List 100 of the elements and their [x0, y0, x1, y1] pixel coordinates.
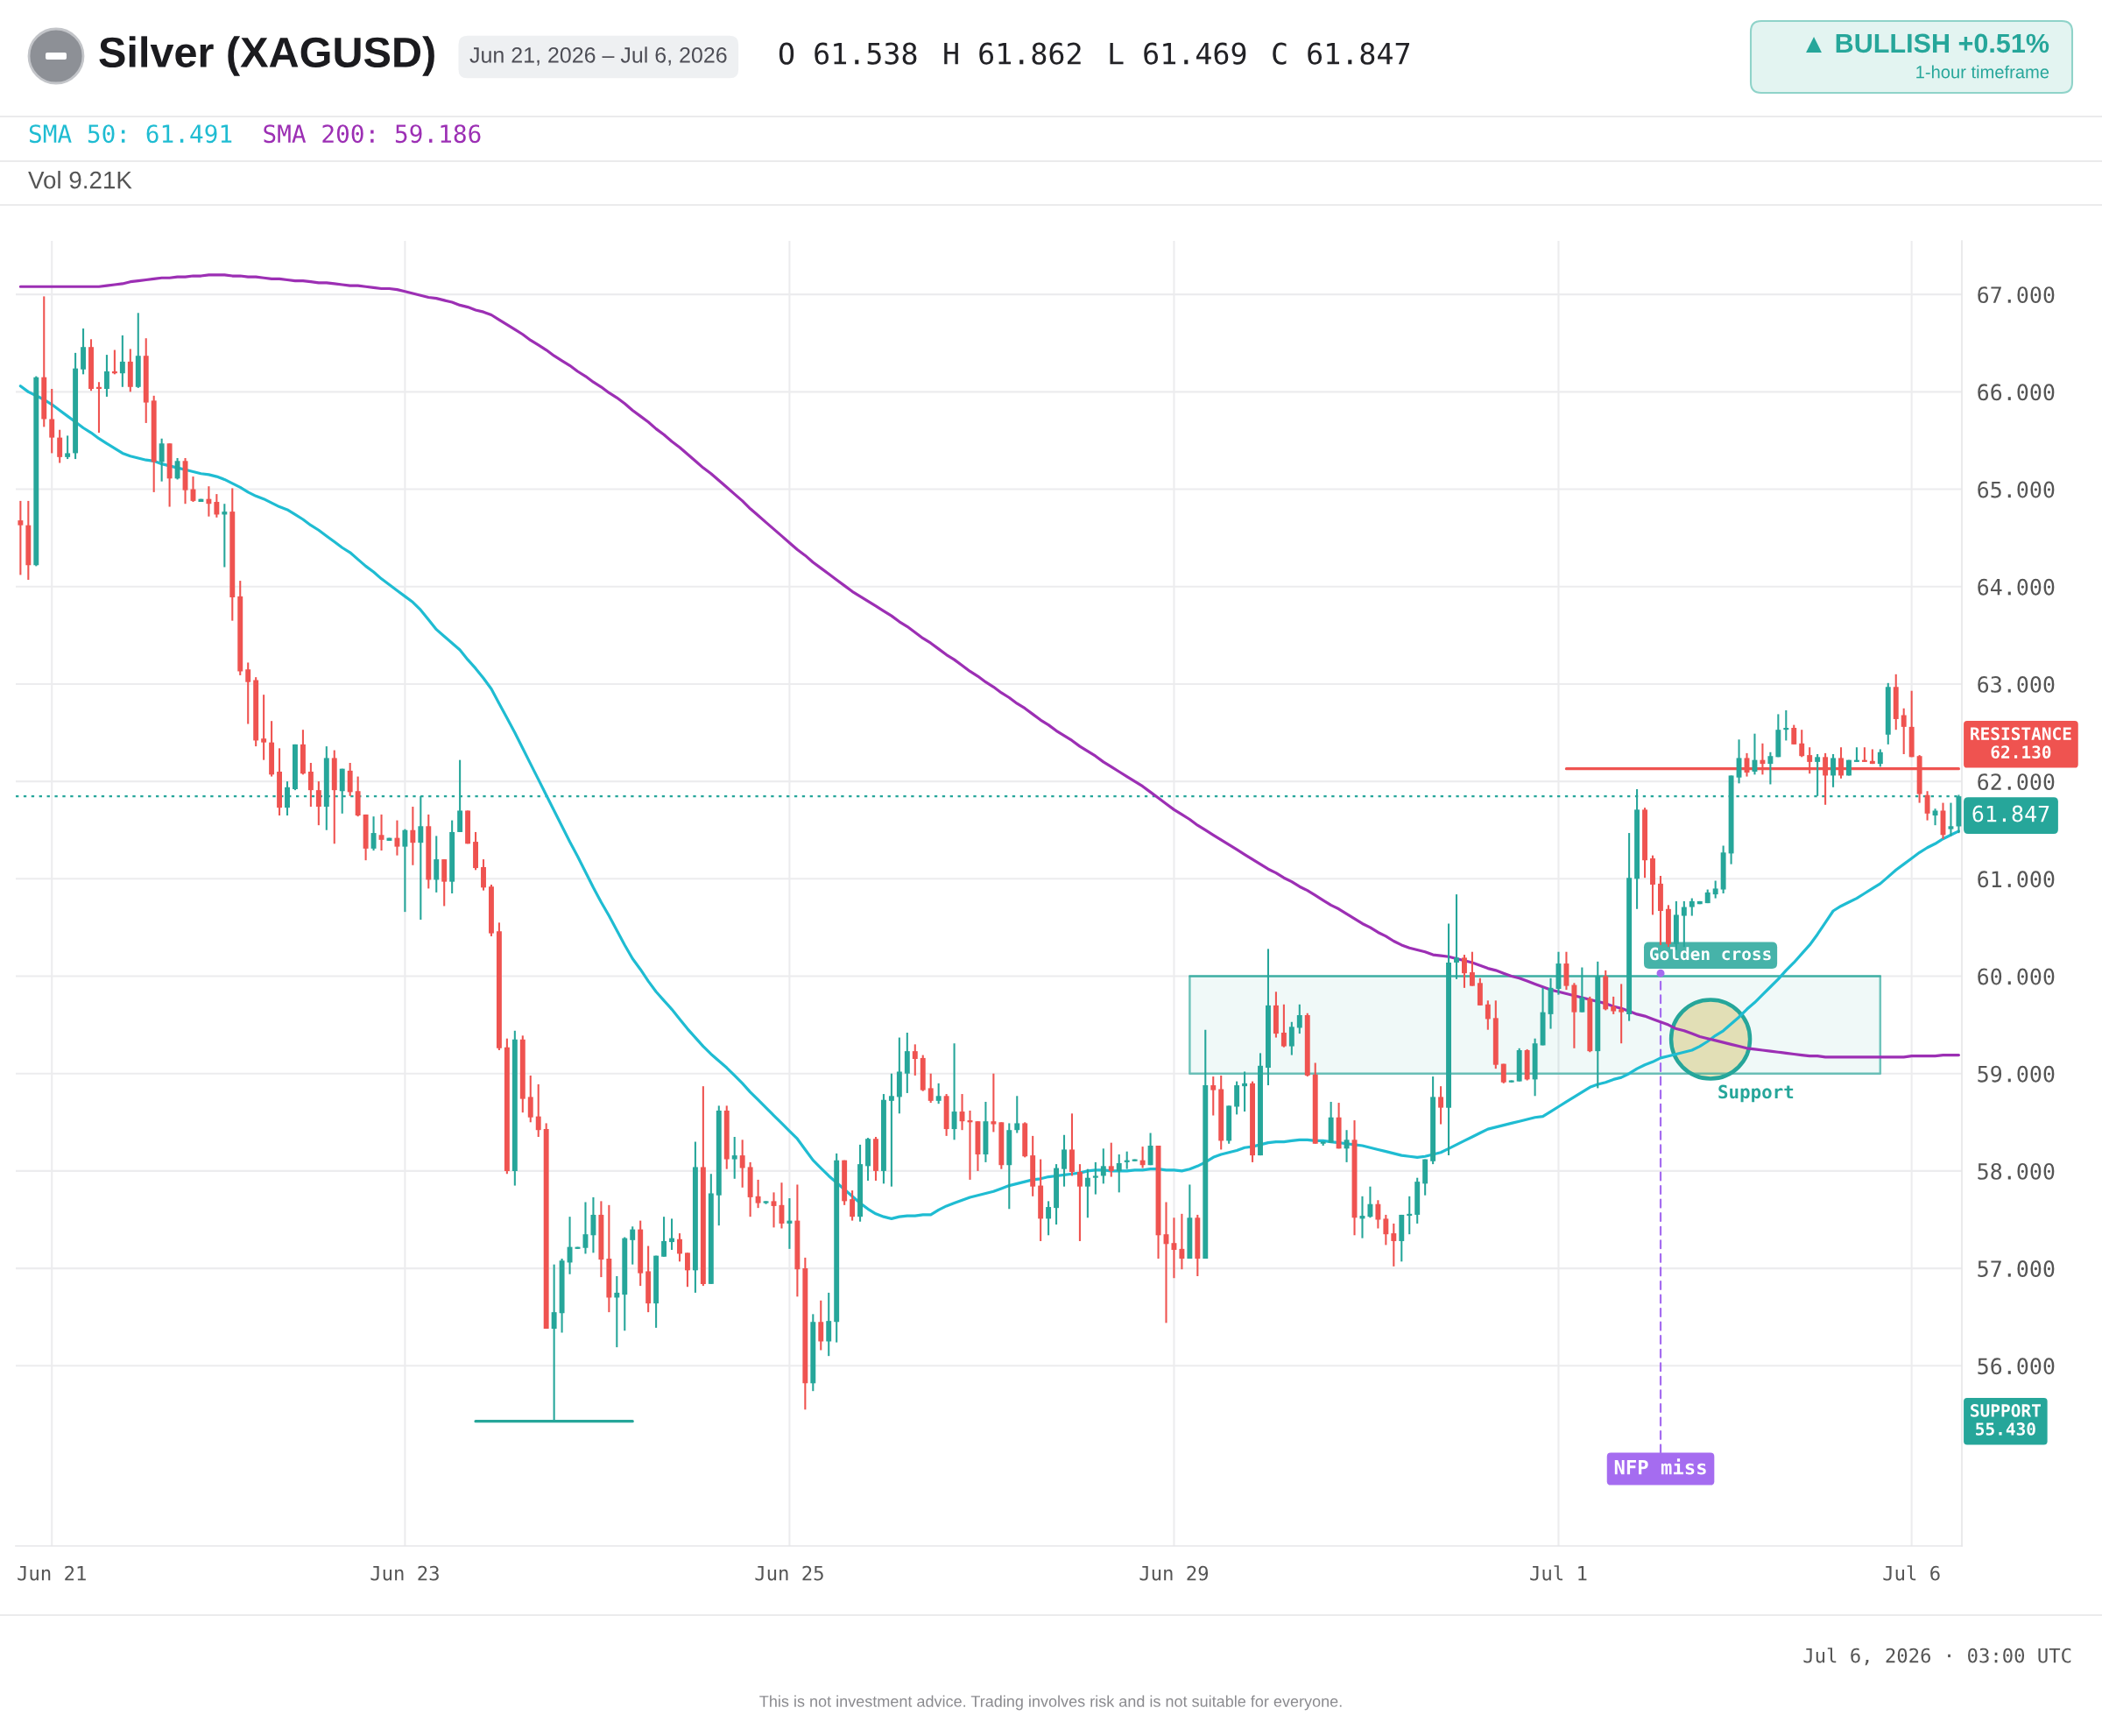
candlestick: [1485, 999, 1491, 1031]
y-tick-label: 59.000: [1978, 1065, 2055, 1083]
candlestick: [111, 349, 117, 376]
candlestick: [1469, 950, 1475, 987]
y-tick-label: 57.000: [1978, 1260, 2055, 1278]
candlestick: [434, 835, 440, 893]
candlestick: [222, 503, 228, 568]
candlestick: [826, 1291, 832, 1358]
line-series: [18, 385, 1961, 1220]
candlestick: [731, 1135, 737, 1180]
y-tick-label: 66.000: [1978, 384, 2055, 401]
candlestick: [1391, 1222, 1397, 1267]
text: H 61.862: [944, 42, 1081, 65]
candlestick: [1116, 1153, 1122, 1194]
text: O 61.538: [779, 42, 917, 65]
candlestick: [245, 661, 251, 725]
candlestick: [1830, 752, 1837, 788]
candlestick: [630, 1225, 636, 1266]
candlestick: [1901, 707, 1907, 756]
candlestick: [614, 1274, 620, 1349]
candlestick: [527, 1074, 533, 1124]
candlestick: [669, 1217, 674, 1252]
candlestick: [755, 1178, 761, 1210]
candlestick: [1100, 1147, 1106, 1185]
annotation: NFP miss: [1614, 1458, 1706, 1475]
candlestick: [410, 806, 416, 866]
candlestick: [1092, 1161, 1098, 1196]
candlestick: [103, 354, 109, 398]
text: SMA 50: 61.491: [29, 124, 232, 144]
ref-line-label: 61.847: [1972, 805, 2049, 822]
candlestick: [1014, 1095, 1020, 1134]
y-tick-label: 64.000: [1978, 578, 2055, 596]
candlestick: [394, 819, 400, 857]
candlestick: [1611, 995, 1617, 1015]
candlestick: [1736, 738, 1742, 785]
candlestick: [119, 334, 125, 388]
y-tick-label: 62.000: [1978, 773, 2055, 791]
candlestick: [661, 1216, 667, 1258]
y-tick-label: 56.000: [1978, 1358, 2055, 1375]
candlestick: [174, 456, 180, 481]
candlestick: [18, 499, 24, 576]
candlestick: [1210, 1076, 1217, 1117]
candlestick: [1783, 709, 1789, 742]
candlestick: [535, 1083, 541, 1139]
candlestick: [567, 1216, 573, 1275]
candlestick: [850, 1189, 856, 1222]
x-tick-label: Jun 23: [370, 1565, 439, 1581]
candlestick: [1076, 1163, 1083, 1242]
annotation: Golden cross: [1649, 947, 1771, 961]
candlestick: [65, 434, 71, 461]
candlestick: [1108, 1141, 1114, 1178]
candlestick: [1062, 1133, 1067, 1188]
candlestick: [1046, 1200, 1052, 1237]
text: ▲ BULLISH +0.51%: [1806, 33, 2049, 53]
candlestick: [1084, 1168, 1090, 1219]
text: L 61.469: [1110, 42, 1246, 65]
candlestick: [96, 381, 102, 434]
candlestick: [786, 1197, 793, 1250]
candlestick: [912, 1043, 918, 1076]
candlestick: [370, 815, 377, 852]
candlestick: [1344, 1129, 1350, 1163]
chart-title: Silver (XAGUSD): [99, 36, 434, 76]
text: Jul 6, 2026 · 03:00 UTC: [1803, 1648, 2071, 1666]
candlestick: [1932, 808, 1938, 827]
candlestick: [590, 1196, 596, 1254]
candlestick: [159, 437, 165, 483]
candlestick: [1171, 1217, 1177, 1280]
candlestick: [1579, 966, 1585, 1013]
candlestick: [1438, 1085, 1444, 1126]
x-tick-label: Jun 21: [18, 1565, 86, 1581]
candlestick: [1712, 879, 1718, 900]
candlestick: [739, 1139, 745, 1189]
text: Vol 9.21K: [28, 171, 132, 189]
candlestick: [1124, 1150, 1130, 1170]
candlestick: [1877, 748, 1883, 768]
y-tick-label: 65.000: [1978, 481, 2055, 498]
text: RESISTANCE 62.130: [1971, 727, 2071, 759]
candlestick: [1767, 751, 1774, 786]
candlestick: [1619, 983, 1625, 1045]
candlestick: [935, 1082, 942, 1105]
y-tick-label: 61.000: [1978, 871, 2055, 888]
candlestick: [307, 761, 314, 808]
candlestick: [771, 1191, 777, 1229]
text: This is not investment advice. Trading involves risk and is not suitable for everyone.: [759, 1695, 1342, 1711]
candlestick: [1242, 1070, 1248, 1113]
candlestick: [1179, 1212, 1185, 1271]
candlestick: [1462, 954, 1467, 989]
text: SUPPORT 55.430: [1971, 1404, 2041, 1436]
candlestick: [1407, 1195, 1413, 1236]
candlestick: [677, 1232, 682, 1263]
candlestick: [1147, 1132, 1153, 1167]
candlestick: [1383, 1213, 1389, 1246]
candlestick: [1296, 1003, 1302, 1035]
candlestick: [315, 780, 321, 827]
candlestick: [991, 1072, 997, 1133]
candlestick: [1367, 1185, 1373, 1219]
candlestick: [951, 1042, 957, 1141]
candlestick: [57, 428, 63, 464]
candlestick: [1799, 729, 1805, 759]
candlestick: [1689, 897, 1695, 917]
